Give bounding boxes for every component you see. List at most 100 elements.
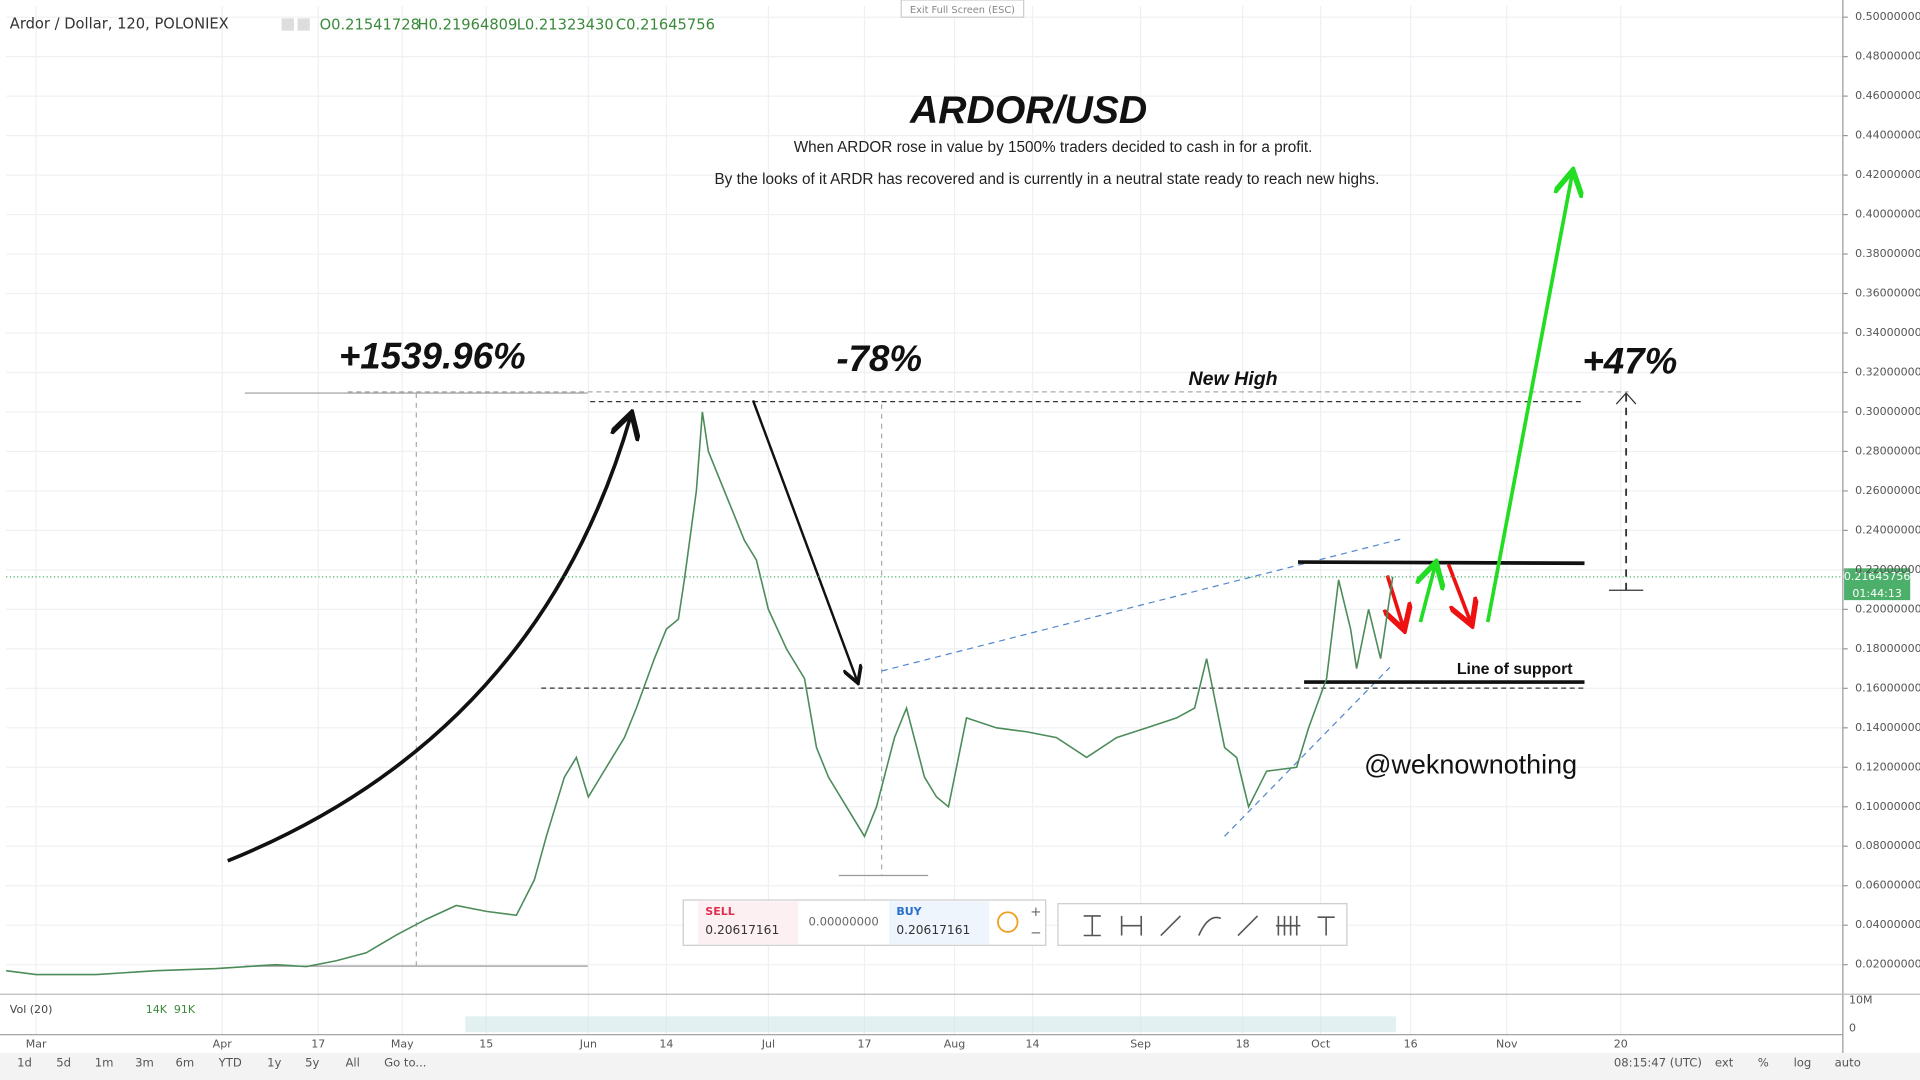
trade-widget: SELL 0.20617161 0.00000000 BUY 0.2061716… [682,899,1047,946]
chart-title: ARDOR/USD [909,89,1147,132]
buy-label[interactable]: BUY [896,905,922,918]
x-tick-label: Nov [1496,1037,1518,1050]
range-arrow [1615,392,1637,405]
tool[interactable] [1275,915,1301,936]
range-button[interactable]: 6m [176,1055,195,1069]
x-tick-label: May [391,1037,414,1050]
volume-label: Vol (20) [10,1003,53,1016]
grid [6,6,1843,1035]
range-button[interactable]: 5d [56,1055,71,1069]
y-tick-label: 0.14000000 [1855,721,1920,734]
x-tick-label: 14 [659,1037,673,1050]
exit-label[interactable]: Exit Full Screen (ESC) [910,5,1015,16]
range-button[interactable]: 1y [267,1055,281,1069]
y-tick-label: 0.40000000 [1855,208,1920,221]
x-tick-label: Aug [944,1037,966,1050]
tool[interactable] [1237,915,1259,937]
y-tick-label: 0.16000000 [1855,681,1920,694]
volume-bars [465,1016,1396,1033]
option-button[interactable]: ext [1715,1055,1734,1069]
arrow [751,399,857,680]
price-line [6,411,1394,976]
y-tick-label: 0.04000000 [1855,918,1920,931]
x-tick-label: 14 [1026,1037,1040,1050]
tool[interactable] [1120,915,1143,936]
option-button[interactable]: % [1758,1055,1769,1069]
last-price-box [1844,568,1911,601]
y-tick-label: 0.10000000 [1855,800,1920,813]
resistance-line [1297,560,1585,566]
y-tick-label: 0.12000000 [1855,760,1920,773]
sell-button[interactable] [697,901,799,945]
price-series [6,411,1843,976]
exit-button[interactable] [900,0,1025,18]
tool[interactable] [1083,915,1101,937]
annotation: @weknownothing [1364,750,1577,780]
range-button[interactable]: 1m [95,1055,114,1069]
x-tick-label: 15 [479,1037,493,1050]
footer [0,1053,1920,1080]
x-tick-label: Apr [213,1037,233,1050]
arrow [1387,574,1403,627]
y-tick-label: 0.30000000 [1855,405,1920,418]
ohlc: H0.21964809 [418,17,518,34]
y-tick-label: 0.50000000 [1855,10,1920,23]
x-tick-label: 16 [1404,1037,1418,1050]
ohlc: L0.21323430 [517,17,614,34]
arrow [1420,566,1435,623]
range-button[interactable]: 5y [305,1055,319,1069]
countdown: 01:44:13 [1852,587,1901,600]
volume-value: 91K [174,1003,196,1016]
x-tick-label: Sep [1130,1037,1151,1050]
info-icon[interactable] [997,911,1019,933]
plus-icon[interactable]: + [1030,905,1041,920]
option-button[interactable]: log [1794,1055,1812,1069]
y-tick-label: 0.32000000 [1855,365,1920,378]
annotation: +47% [1582,340,1677,381]
sell-price: 0.20617161 [705,923,779,937]
y-tick-label: 0.28000000 [1855,444,1920,457]
option-button[interactable]: auto [1835,1055,1861,1069]
sell-label[interactable]: SELL [705,905,735,918]
y-tick-label: 0.18000000 [1855,642,1920,655]
price-axis-bg [1842,0,1920,1054]
y-tick-label: 0.24000000 [1855,523,1920,536]
annotation: New High [1188,368,1277,390]
y-tick-label: 0.26000000 [1855,484,1920,497]
volume-value: 14K [146,1003,168,1016]
tool[interactable] [1317,916,1335,936]
range-button[interactable]: All [345,1055,359,1069]
volume-axis-label: 0 [1849,1022,1856,1035]
buy-price: 0.20617161 [896,923,970,937]
range-button[interactable]: 3m [135,1055,154,1069]
subtitle: By the looks of it ARDR has recovered an… [714,171,1379,188]
buy-button[interactable] [888,901,990,945]
subtitle: When ARDOR rose in value by 1500% trader… [794,139,1313,156]
y-tick-label: 0.06000000 [1855,879,1920,892]
range-button[interactable]: Go to... [384,1055,426,1069]
symbol[interactable]: Ardor / Dollar, 120, POLONIEX [10,15,229,32]
range-button[interactable]: 1d [17,1055,32,1069]
x-tick-label: Oct [1311,1037,1331,1050]
header-icons [281,18,310,31]
x-tick-label: 18 [1236,1037,1250,1050]
footer-buttons: 1d 5d 1m 3m 6m YTD 1y 5y All Go to... ext% log auto [17,1055,1861,1069]
x-tick-label: 20 [1614,1037,1628,1050]
y-tick-label: 0.48000000 [1855,50,1920,63]
ohlc: C0.21645756 [616,17,715,34]
tool[interactable] [1160,915,1181,937]
y-tick-label: 0.22000000 [1855,563,1920,576]
tool[interactable] [1198,916,1222,936]
range-button[interactable]: YTD [218,1055,242,1069]
annotation: Line of support [1457,661,1573,678]
minus-icon[interactable]: − [1030,926,1041,941]
y-tick-label: 0.36000000 [1855,287,1920,300]
ohlc: O0.21541728 [320,17,420,34]
annotation: -78% [836,338,922,379]
y-tick-label: 0.38000000 [1855,247,1920,260]
arrow [227,416,631,863]
x-tick-label: Jul [761,1037,775,1050]
annotation: +1539.96% [339,335,526,376]
y-tick-label: 0.02000000 [1855,958,1920,971]
